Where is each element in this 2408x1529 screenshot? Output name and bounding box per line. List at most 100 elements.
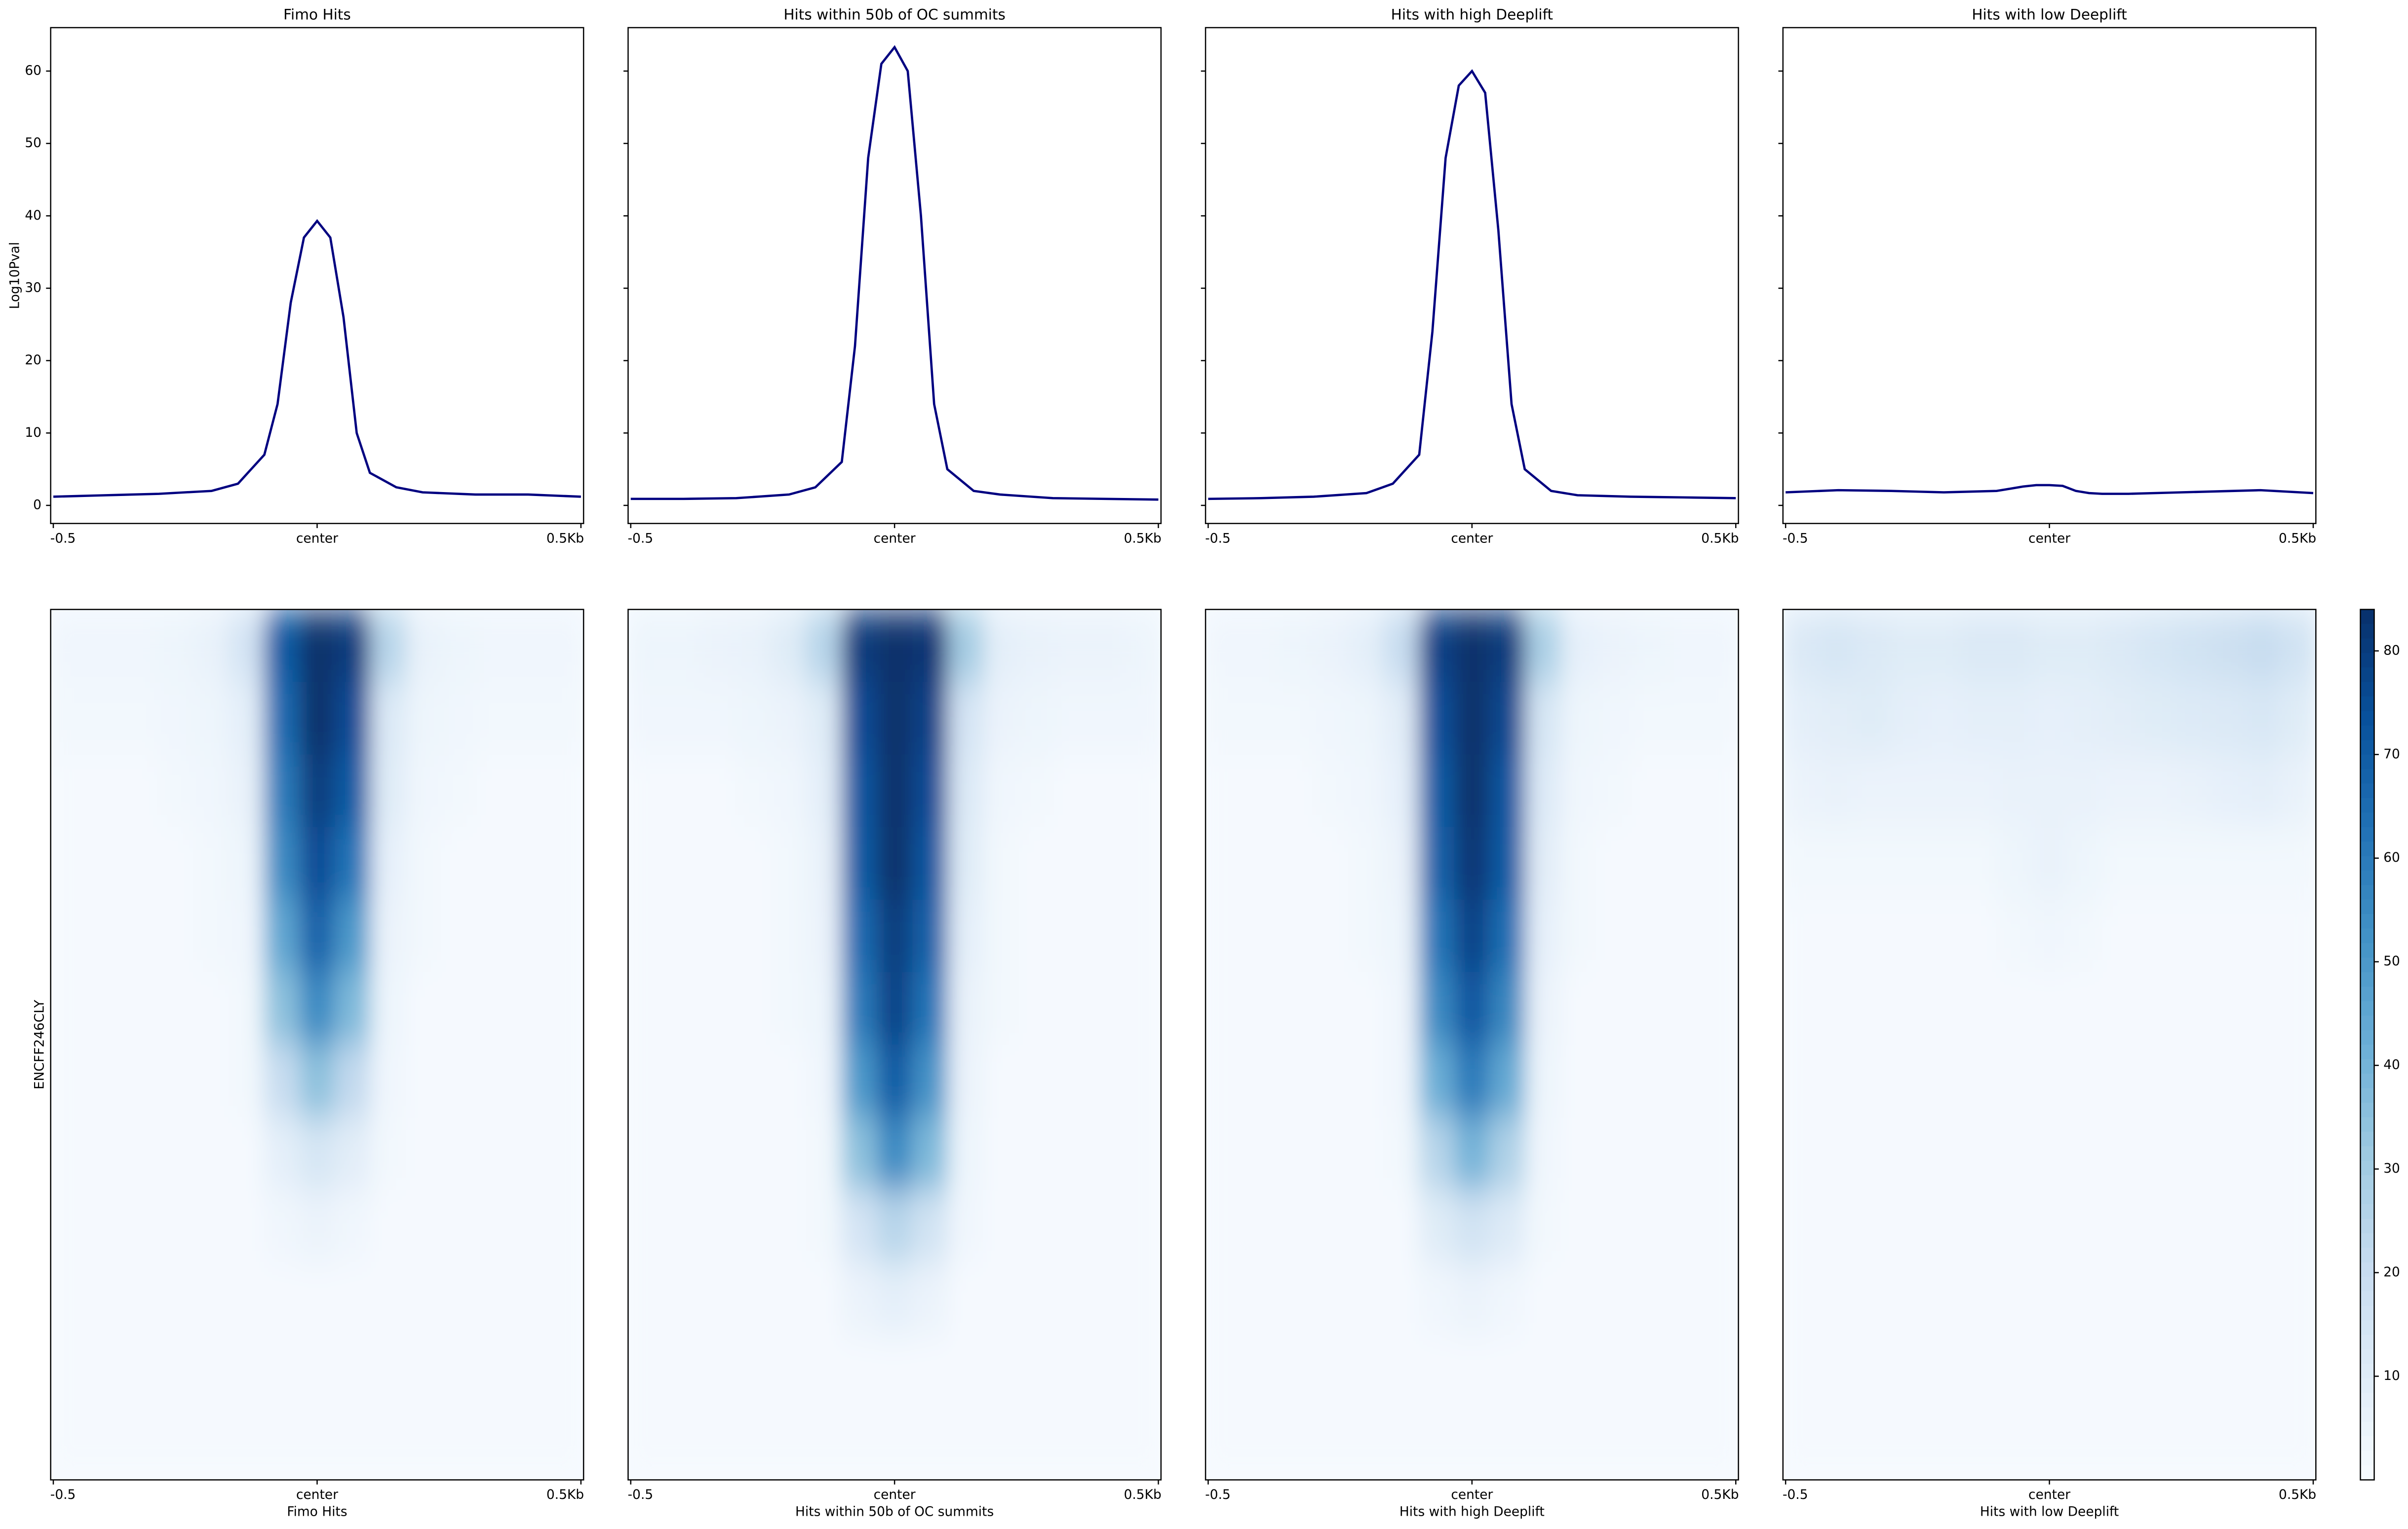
- heatmap-cell: [2031, 972, 2068, 1046]
- heatmap-cell: [983, 1262, 1020, 1336]
- heatmap-cell: [264, 1407, 300, 1480]
- heatmap-cell: [1347, 899, 1384, 973]
- heatmap-cell: [1347, 1189, 1384, 1263]
- heatmap-cell: [2102, 1117, 2139, 1191]
- heatmap-cell: [735, 1407, 771, 1480]
- heatmap-cell: [1054, 1407, 1091, 1480]
- heatmap-cell: [628, 609, 664, 683]
- heatmap-cell: [1889, 1189, 1926, 1263]
- heatmap-cell: [228, 1189, 265, 1263]
- heatmap-cell: [2102, 1262, 2139, 1336]
- heatmap-cell: [1783, 609, 1820, 683]
- heatmap-cell: [1019, 972, 1055, 1046]
- heatmap-cell: [1089, 1189, 1126, 1263]
- heatmap-cell: [1054, 1262, 1091, 1336]
- heatmap-cell: [264, 972, 300, 1046]
- heatmap-cell: [1454, 1407, 1491, 1480]
- heatmap-cell: [1054, 1044, 1091, 1118]
- heatmap-cell: [1054, 609, 1091, 683]
- heatmap-cell: [1125, 1189, 1161, 1263]
- heatmap-cell: [2174, 754, 2210, 828]
- heatmap-cell: [157, 1117, 194, 1191]
- colorbar-step: [2360, 1320, 2374, 1336]
- heatmap-cell: [735, 899, 771, 973]
- heatmap-cell: [628, 899, 664, 973]
- heatmap-cell: [663, 1117, 700, 1191]
- heatmap-cell: [1703, 899, 1739, 973]
- heatmap-cell: [2067, 1044, 2104, 1118]
- heatmap-cell: [2174, 1044, 2210, 1118]
- heatmap-cell: [1925, 1407, 1962, 1480]
- heatmap-cell: [1703, 972, 1739, 1046]
- heatmap-cell: [1277, 1117, 1313, 1191]
- heatmap-cell: [1089, 899, 1126, 973]
- heatmap-cell: [877, 1335, 913, 1409]
- heatmap-cell: [1418, 609, 1455, 683]
- heatmap-cell: [912, 1335, 949, 1409]
- heatmap-cell: [1596, 972, 1633, 1046]
- heatmap-cell: [1454, 1335, 1491, 1409]
- heatmap-cell: [948, 1262, 984, 1336]
- heatmap-cell: [50, 827, 87, 901]
- heatmap-cell: [2138, 1407, 2175, 1480]
- heatmap-cell: [512, 682, 549, 756]
- heatmap-cell: [335, 1407, 371, 1480]
- heatmap-cell: [1925, 1335, 1962, 1409]
- heatmap-cell: [1054, 1189, 1091, 1263]
- heatmap-cell: [193, 1335, 230, 1409]
- heatmap-cell: [735, 972, 771, 1046]
- colorbar-step: [2360, 624, 2374, 639]
- heatmap-cell: [121, 1044, 158, 1118]
- heatmap-cell: [1996, 754, 2033, 828]
- heatmap-cell: [2067, 1407, 2104, 1480]
- heatmap-cell: [1818, 827, 1855, 901]
- heatmap-cell: [548, 1044, 584, 1118]
- heatmap-cell: [2245, 754, 2281, 828]
- profile-line: [53, 219, 581, 498]
- colorbar-step: [2360, 1349, 2374, 1365]
- heatmap-cell: [1418, 682, 1455, 756]
- colorbar-step: [2360, 1291, 2374, 1306]
- heatmap-cell: [1418, 972, 1455, 1046]
- heatmap-cell: [1019, 1335, 1055, 1409]
- heatmap-cell: [1089, 972, 1126, 1046]
- heatmap-cell: [841, 1262, 878, 1336]
- heatmap-cell: [1560, 754, 1597, 828]
- heatmap-cell: [1631, 754, 1669, 828]
- heatmap-cell: [628, 754, 664, 828]
- heatmap-cell: [1783, 972, 1820, 1046]
- heatmap-cell: [1277, 972, 1313, 1046]
- colorbar-step: [2360, 653, 2374, 668]
- heatmap-cell: [121, 682, 158, 756]
- heatmap-cell: [1312, 1189, 1349, 1263]
- heatmap-cell: [948, 1044, 984, 1118]
- heatmap-cell: [1596, 1262, 1633, 1336]
- heatmap-cell: [2031, 609, 2068, 683]
- heatmap-cell: [2209, 609, 2246, 683]
- heatmap-cell: [912, 1407, 949, 1480]
- heatmap-cell: [2138, 899, 2175, 973]
- heatmap-cell: [193, 899, 230, 973]
- heatmap-cell: [299, 827, 336, 901]
- profile-panel: Hits with high Deeplift -0.5 center 0.5Kb: [1201, 6, 1739, 546]
- heatmap-cell: [1703, 1262, 1739, 1336]
- heatmap-cell: [370, 609, 407, 683]
- heatmap-cell: [1454, 1044, 1491, 1118]
- heatmap-cell: [735, 1189, 771, 1263]
- heatmap-cell: [1312, 899, 1349, 973]
- heatmap-cell: [1854, 754, 1891, 828]
- heatmap-cell: [1489, 1117, 1526, 1191]
- heatmap-cell: [1854, 1262, 1891, 1336]
- heatmap-cell: [1818, 1117, 1855, 1191]
- heatmap-cell: [1089, 609, 1126, 683]
- colorbar-step: [2360, 899, 2374, 915]
- heatmap-cell: [735, 1044, 771, 1118]
- heatmap-cell: [370, 899, 407, 973]
- heatmap-cell: [2280, 1044, 2316, 1118]
- heatmap-cell: [628, 682, 664, 756]
- colorbar-step: [2360, 1160, 2374, 1176]
- heatmap-cell: [1960, 1407, 1997, 1480]
- heatmap-cell: [1818, 1262, 1855, 1336]
- x-tick-label: center: [2028, 1487, 2070, 1502]
- heatmap-cell: [1996, 1262, 2033, 1336]
